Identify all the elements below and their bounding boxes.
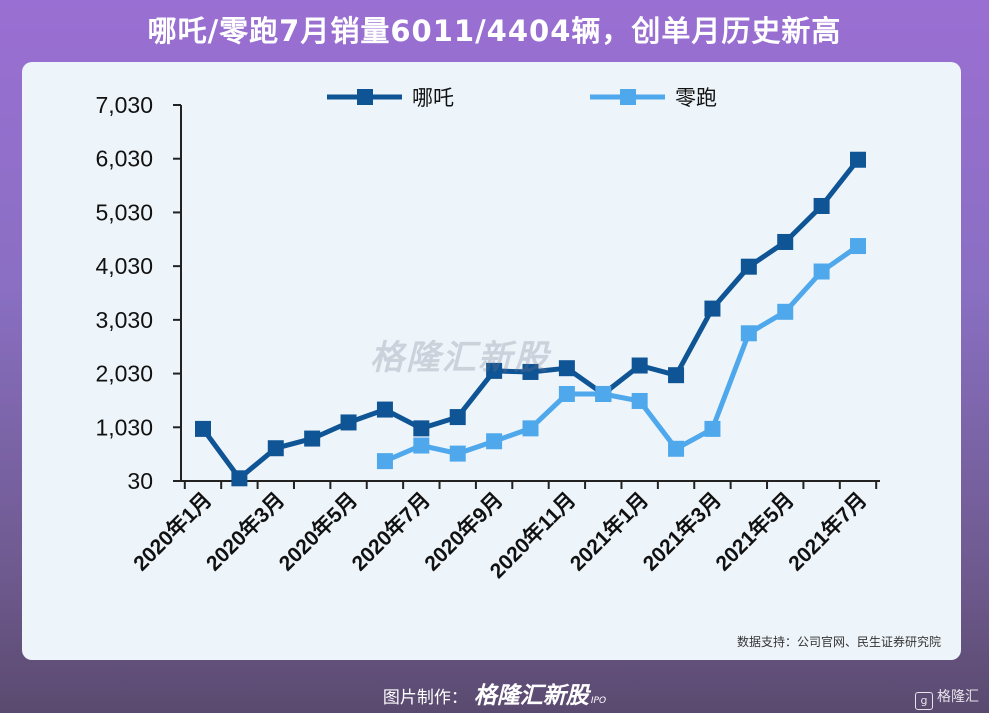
data-point (304, 430, 321, 447)
data-point (413, 420, 430, 437)
footer-made-by: 图片制作： (382, 688, 468, 708)
page-title: 哪吒/零跑7月销量6011/4404辆，创单月历史新高 (147, 14, 842, 48)
y-tick-label: 1,030 (95, 414, 153, 440)
y-tick-label: 6,030 (95, 146, 153, 172)
data-point (413, 437, 430, 454)
footer-ipo: IPO (590, 696, 607, 706)
x-tick-label: 2020年1月 (129, 488, 217, 576)
data-point (522, 363, 539, 380)
data-point (668, 440, 685, 457)
data-point (813, 197, 830, 214)
data-point (704, 300, 721, 317)
data-point (486, 433, 503, 450)
data-point (340, 414, 357, 431)
y-tick-label: 4,030 (95, 253, 153, 279)
data-point (376, 453, 393, 470)
footer: 图片制作： 格隆汇新股 IPO (0, 676, 989, 710)
data-point (850, 151, 866, 168)
data-point (813, 263, 830, 280)
data-point (558, 360, 575, 377)
data-point (740, 325, 757, 342)
logo-icon: g (915, 692, 933, 710)
data-point (850, 238, 866, 255)
data-point (231, 470, 248, 487)
y-tick-label: 3,030 (95, 307, 153, 333)
corner-logo-text: 格隆汇 (937, 689, 979, 705)
legend-marker (620, 89, 636, 105)
x-tick-label: 2021年7月 (784, 488, 872, 576)
series-line-leapmotor (383, 244, 860, 464)
x-tick-label: 2021年3月 (638, 488, 726, 576)
y-tick-label: 5,030 (95, 199, 153, 225)
data-point (704, 420, 721, 437)
y-tick-label: 30 (127, 468, 153, 494)
data-point (267, 440, 284, 457)
data-point (558, 385, 575, 402)
corner-logo: g 格隆汇 (915, 686, 979, 710)
footer-brand: 格隆汇新股 (473, 683, 589, 709)
x-tick-label: 2021年1月 (565, 488, 653, 576)
legend-label: 零跑 (675, 87, 717, 110)
data-point (631, 392, 648, 409)
x-tick-label: 2021年5月 (711, 488, 799, 576)
data-point (376, 401, 393, 418)
data-point (449, 409, 466, 426)
y-tick-label: 2,030 (95, 361, 153, 387)
data-point (740, 258, 757, 275)
data-point (522, 420, 539, 437)
data-point (195, 420, 211, 437)
data-point (631, 357, 648, 374)
data-point (777, 233, 794, 250)
x-tick-label: 2020年3月 (201, 488, 289, 576)
x-tick-label: 2020年7月 (347, 488, 435, 576)
source-note: 数据支持：公司官网、民生证券研究院 (736, 635, 941, 649)
data-point (777, 303, 794, 320)
y-tick-label: 7,030 (95, 92, 153, 118)
line-chart: 30 1,030 2,030 3,030 4,030 5,030 6,030 7,030 202… (95, 87, 880, 583)
chart-panel: 30 1,030 2,030 3,030 4,030 5,030 6,030 7,030 202… (22, 62, 961, 660)
x-tick-label: 2020年5月 (274, 488, 362, 576)
data-point (449, 445, 466, 462)
data-point (595, 385, 612, 402)
data-point (486, 362, 503, 379)
legend-marker (357, 89, 373, 105)
data-point (668, 367, 685, 384)
legend-label: 哪吒 (412, 87, 454, 110)
